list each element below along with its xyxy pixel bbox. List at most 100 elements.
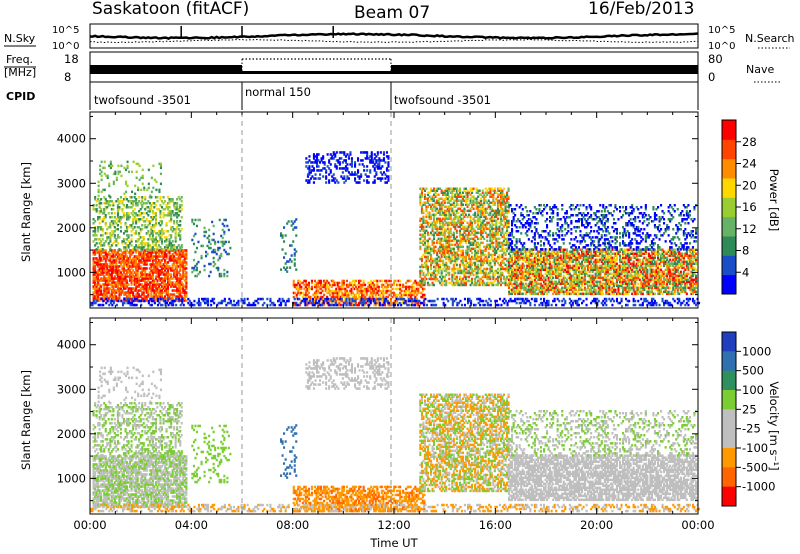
power-cell-479 bbox=[129, 293, 132, 296]
power-cell-2902 bbox=[402, 293, 405, 297]
power-cell-1621 bbox=[153, 212, 156, 215]
power-cell-3098 bbox=[423, 203, 426, 206]
power-cell-296 bbox=[113, 269, 116, 272]
power-cell-3615 bbox=[452, 251, 455, 255]
power-cell-276 bbox=[112, 265, 115, 268]
power-cell-1954 bbox=[205, 250, 208, 254]
power-cell-2174 bbox=[334, 177, 337, 180]
power-cell-2015 bbox=[223, 248, 226, 252]
power-cell-337 bbox=[116, 265, 119, 268]
power-cell-1703 bbox=[165, 204, 168, 207]
power-cell-3650 bbox=[454, 243, 457, 247]
power-cell-3766 bbox=[460, 237, 463, 241]
power-cell-1771 bbox=[174, 228, 177, 231]
power-cell-2086 bbox=[306, 161, 309, 164]
power-cell-1108 bbox=[179, 295, 182, 298]
power-cell-3167 bbox=[428, 233, 431, 237]
power-cell-3096 bbox=[423, 221, 426, 225]
power-cell-704 bbox=[145, 261, 148, 264]
power-cell-3147 bbox=[426, 231, 429, 235]
power-cell-3711 bbox=[457, 219, 460, 223]
power-cell-1266 bbox=[101, 244, 104, 247]
power-cell-1139 bbox=[180, 265, 183, 268]
power-cell-105 bbox=[98, 249, 101, 252]
power-cell-2789 bbox=[377, 293, 380, 297]
power-cell-670 bbox=[144, 295, 147, 298]
power-cell-1209 bbox=[92, 230, 95, 233]
power-cell-2471 bbox=[317, 281, 320, 285]
power-cell-984 bbox=[168, 293, 171, 296]
power-cell-2965 bbox=[415, 301, 418, 305]
power-cell-3070 bbox=[422, 225, 425, 229]
power-cell-411 bbox=[122, 271, 125, 274]
power-cell-2645 bbox=[350, 289, 353, 293]
power-cell-2292 bbox=[370, 151, 373, 154]
power-cell-3424 bbox=[443, 275, 446, 279]
power-cell-1769 bbox=[174, 232, 177, 235]
power-cell-3349 bbox=[439, 231, 442, 235]
power-cell-2880 bbox=[396, 287, 399, 291]
power-cell-2736 bbox=[368, 295, 371, 299]
power-cell-2775 bbox=[374, 287, 377, 291]
power-cell-1102 bbox=[177, 257, 180, 260]
power-cell-1777 bbox=[176, 248, 179, 251]
power-cell-2130 bbox=[319, 177, 322, 180]
power-cell-2888 bbox=[399, 295, 402, 299]
power-cell-4829 bbox=[523, 264, 526, 268]
power-cell-794 bbox=[153, 269, 156, 272]
power-cell-3606 bbox=[452, 281, 455, 285]
power-cell-1405 bbox=[124, 242, 127, 245]
power-cell-814 bbox=[154, 269, 157, 272]
power-cell-3016 bbox=[419, 237, 422, 241]
power-cell-807 bbox=[154, 289, 157, 292]
power-cell-2309 bbox=[375, 159, 378, 162]
power-cell-3039 bbox=[420, 255, 423, 259]
power-cell-3701 bbox=[457, 257, 460, 261]
power-cell-1996 bbox=[218, 256, 221, 260]
power-cell-2205 bbox=[343, 159, 346, 162]
nave-tick-high: 80 bbox=[708, 52, 723, 66]
power-cell-59 bbox=[95, 261, 98, 264]
power-cell-3465 bbox=[445, 255, 448, 259]
power-cell-107 bbox=[100, 293, 103, 296]
power-cell-252 bbox=[110, 275, 113, 278]
power-cell-2976 bbox=[417, 289, 420, 293]
power-cell-322 bbox=[115, 251, 118, 254]
power-cell-2892 bbox=[399, 285, 402, 289]
power-cell-2939 bbox=[409, 285, 412, 289]
power-cell-1247 bbox=[98, 216, 101, 219]
power-cell-2675 bbox=[356, 289, 359, 293]
power-cell-1171 bbox=[183, 291, 186, 294]
power-cell-1862 bbox=[120, 164, 123, 168]
power-cell-638 bbox=[141, 273, 144, 276]
power-cell-257 bbox=[110, 265, 113, 268]
power-cell-2318 bbox=[378, 177, 381, 180]
power-cell-705 bbox=[145, 259, 148, 262]
power-cell-1661 bbox=[159, 214, 162, 217]
power-cell-4650 bbox=[507, 201, 510, 204]
power-cell-3133 bbox=[426, 271, 429, 275]
power-cell-1921 bbox=[192, 266, 195, 270]
power-cell-2518 bbox=[326, 291, 329, 295]
power-cell-3065 bbox=[422, 239, 425, 243]
power-cell-3555 bbox=[449, 251, 452, 255]
power-cell-591 bbox=[136, 257, 139, 260]
power-cell-3312 bbox=[437, 265, 440, 269]
power-cell-1855 bbox=[115, 178, 118, 182]
power-cell-317 bbox=[115, 263, 118, 266]
power-cell-3075 bbox=[422, 211, 425, 215]
power-cell-1396 bbox=[122, 238, 125, 241]
power-cell-227 bbox=[109, 279, 112, 282]
power-cell-1446 bbox=[130, 240, 133, 243]
power-cell-1943 bbox=[198, 218, 201, 222]
power-cell-1048 bbox=[174, 285, 177, 288]
power-cell-935 bbox=[164, 265, 167, 268]
power-cell-2991 bbox=[421, 293, 424, 297]
power-cell-1616 bbox=[153, 238, 156, 241]
power-cell-1815 bbox=[180, 208, 183, 211]
power-cell-2872 bbox=[394, 293, 397, 297]
power-cell-119 bbox=[100, 263, 103, 266]
power-cell-179 bbox=[104, 259, 107, 262]
power-cell-2412 bbox=[304, 293, 307, 297]
power-cell-1388 bbox=[121, 216, 124, 219]
